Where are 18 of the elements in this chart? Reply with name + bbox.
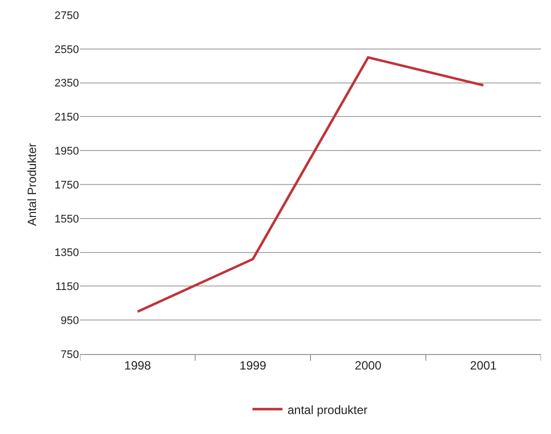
x-tick-label: 1999: [240, 358, 267, 372]
legend-label: antal produkter: [288, 402, 368, 417]
y-tick-label: 1950: [54, 145, 79, 158]
y-axis-title: Antal Produkter: [24, 143, 39, 226]
y-tick-label: 2350: [54, 78, 79, 90]
y-tick-label: 1350: [54, 247, 79, 260]
y-tick-label: 2150: [54, 112, 79, 124]
y-tick-label: 1550: [54, 213, 79, 226]
y-tick-label: 1750: [54, 179, 79, 192]
y-tick-label: 2550: [54, 44, 79, 56]
x-tick-label: 2000: [354, 358, 382, 372]
y-tick-label: 2750: [54, 10, 79, 22]
line-series: [136, 56, 485, 313]
x-tick-label: 1998: [124, 358, 152, 372]
y-tick-label: 1150: [55, 281, 79, 294]
x-tick-label: 2001: [470, 358, 498, 372]
y-tick-label: 750: [60, 348, 79, 361]
y-tick-label: 950: [60, 314, 79, 327]
